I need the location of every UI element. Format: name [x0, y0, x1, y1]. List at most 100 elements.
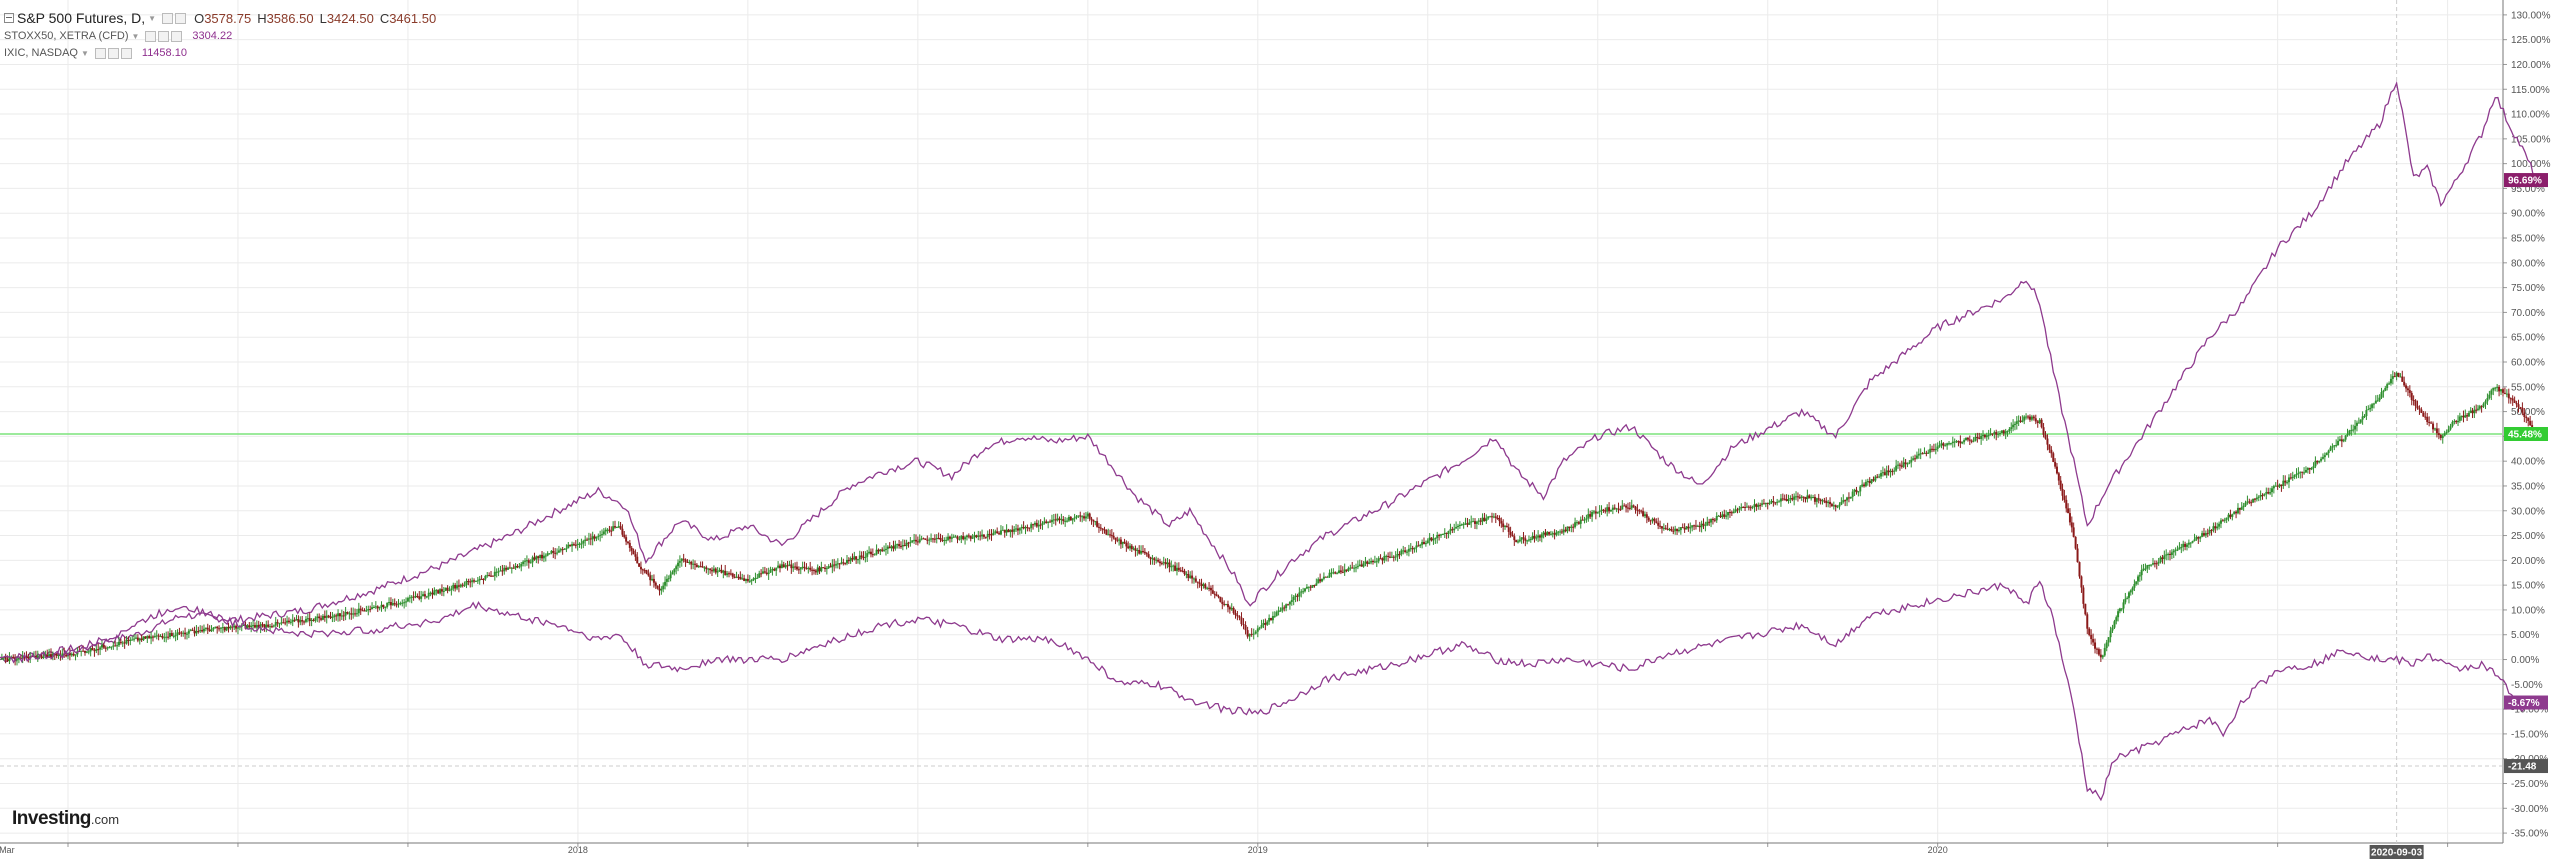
candle-body: [866, 553, 869, 557]
candle-body: [1007, 529, 1010, 533]
candle-body: [645, 570, 648, 574]
candle-body: [2127, 592, 2130, 598]
candle-body: [2357, 422, 2360, 424]
candle-body: [2284, 480, 2287, 483]
candle-body: [860, 555, 863, 558]
candle-body: [855, 556, 858, 560]
candle-body: [2157, 562, 2160, 564]
candle-body: [2034, 418, 2037, 422]
candle-body: [2025, 416, 2028, 418]
candle-body: [2006, 430, 2009, 432]
candle-body: [1847, 497, 1850, 499]
candle-body: [2293, 475, 2296, 477]
settings-icon[interactable]: [162, 12, 174, 24]
candle-body: [1387, 555, 1390, 557]
candle-body: [1542, 532, 1545, 535]
candle-body: [1587, 514, 1590, 519]
candle-body: [1305, 586, 1308, 589]
candle-body: [2131, 587, 2134, 591]
candle-body: [1360, 564, 1363, 567]
candle-body: [1592, 511, 1595, 513]
candle-body: [845, 559, 848, 564]
candle-body: [112, 645, 115, 647]
settings-icon[interactable]: [158, 31, 170, 42]
candle-body: [2180, 546, 2183, 548]
candle-body: [1321, 578, 1324, 582]
candle-body: [310, 619, 313, 622]
close-icon[interactable]: [171, 31, 183, 42]
candle-body: [1577, 522, 1580, 524]
candle-body: [1498, 517, 1501, 522]
candle-body: [2084, 603, 2087, 615]
candle-body: [138, 638, 141, 641]
series-name[interactable]: IXIC, NASDAQ: [4, 47, 78, 59]
candle-body: [903, 545, 906, 547]
candle-body: [299, 620, 302, 623]
chevron-down-icon[interactable]: ▼: [80, 49, 89, 58]
candle-body: [1270, 617, 1273, 621]
candle-body: [2113, 621, 2116, 628]
candle-body: [371, 607, 374, 610]
candle-body: [1009, 529, 1012, 533]
eye-icon[interactable]: [94, 48, 106, 59]
candle-body: [1123, 541, 1126, 543]
candle-body: [1968, 439, 1971, 441]
candle-body: [2032, 416, 2035, 419]
ixic-last-value-tag-bg: [2504, 173, 2548, 188]
candle-body: [193, 630, 196, 634]
candle-body: [2072, 527, 2075, 537]
candle-body: [1840, 501, 1843, 505]
candle-body: [131, 639, 134, 641]
candle-body: [746, 578, 749, 581]
candle-body: [2475, 409, 2478, 411]
candle-body: [2012, 424, 2015, 428]
candle-body: [1005, 529, 1008, 533]
candle-body: [2464, 415, 2467, 418]
candle-body: [1287, 604, 1290, 606]
candle-body: [1275, 612, 1278, 616]
candle-body: [342, 615, 345, 617]
candle-body: [291, 619, 294, 622]
eye-icon[interactable]: [145, 31, 157, 42]
candle-body: [1081, 516, 1084, 518]
candle-body: [701, 566, 704, 568]
candle-body: [2337, 440, 2340, 446]
candle-body: [524, 560, 527, 562]
candle-body: [355, 613, 358, 615]
x-tick-label: 2019: [1248, 845, 1268, 855]
candle-body: [1564, 529, 1567, 532]
candle-body: [1755, 504, 1758, 507]
candle-body: [320, 618, 323, 620]
hide-icon[interactable]: [175, 12, 187, 24]
candle-body: [1428, 537, 1431, 541]
candle-body: [2095, 648, 2098, 650]
candle-body: [1215, 594, 1218, 597]
candle-body: [984, 536, 987, 538]
candle-body: [1324, 576, 1327, 578]
candle-body: [1540, 534, 1543, 538]
candle-body: [446, 587, 449, 591]
candle-body: [1851, 491, 1854, 497]
candle-body: [2052, 453, 2055, 462]
chevron-down-icon[interactable]: ▼: [131, 32, 140, 41]
settings-icon[interactable]: [107, 48, 119, 59]
chevron-down-icon[interactable]: ▼: [148, 13, 157, 23]
series-name[interactable]: STOXX50, XETRA (CFD): [4, 30, 129, 42]
candle-body: [1583, 519, 1586, 521]
main-series-name[interactable]: S&P 500 Futures, D,: [17, 9, 146, 26]
candle-body: [65, 654, 68, 657]
collapse-legend-icon[interactable]: [4, 13, 14, 23]
candle-body: [1655, 521, 1658, 523]
candle-body: [1119, 539, 1122, 545]
candle-body: [2101, 655, 2104, 658]
candle-body: [491, 575, 494, 577]
y-tick-label: 95.00%: [2511, 184, 2545, 195]
candle-body: [1328, 572, 1331, 577]
candle-body: [1687, 526, 1690, 529]
candle-body: [2250, 502, 2253, 504]
candle-body: [1628, 507, 1631, 509]
close-icon[interactable]: [120, 48, 132, 59]
candle-body: [74, 654, 77, 656]
candle-body: [1983, 434, 1986, 438]
